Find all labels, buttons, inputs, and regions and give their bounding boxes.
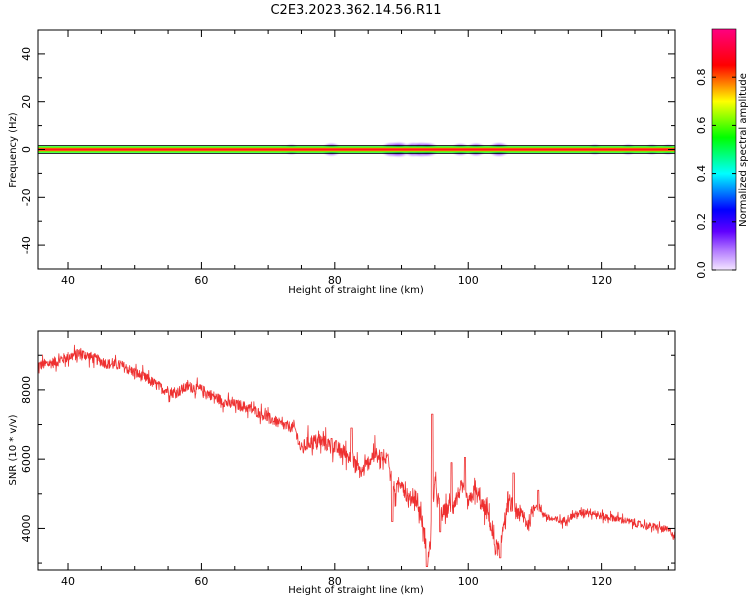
colorbar-frame [711, 28, 737, 271]
snr-xlabel: Height of straight line (km) [288, 585, 424, 596]
colorbar-tick-label: 0.4 [695, 165, 708, 183]
snr-xtick-label: 80 [328, 575, 342, 588]
snr-panel: 40 60 80 100 120 4000 6000 8000 Height of strai… [8, 330, 676, 596]
spectrogram-xtick-label: 60 [194, 274, 208, 287]
snr-ytick-label: 4000 [20, 514, 33, 542]
spectrogram-ylabel: Frequency (Hz) [8, 112, 19, 188]
spectrogram-xtick-label: 100 [458, 274, 479, 287]
snr-plot-area [38, 331, 675, 570]
spectrogram-ytick-label: -40 [20, 236, 33, 254]
snr-xtick-label: 100 [458, 575, 479, 588]
colorbar: 0.0 0.2 0.4 0.6 0.8 Normalized spectral ampl… [695, 28, 749, 279]
spectrogram-ytick-label: 0 [20, 146, 33, 153]
snr-ytick-label: 8000 [20, 376, 33, 404]
spectrogram-panel: 40 60 80 100 120 -40 -20 0 20 40 Height of straig… [8, 29, 676, 296]
snr-ytick-label: 6000 [20, 445, 33, 473]
snr-line [38, 344, 675, 567]
ridge-outline [38, 145, 675, 154]
colorbar-tick-label: 0.6 [695, 117, 708, 134]
colorbar-gradient [712, 29, 736, 270]
spectrogram-xtick-label: 40 [61, 274, 75, 287]
spectrogram-xtick-label: 120 [591, 274, 612, 287]
colorbar-tick-label: 0.2 [695, 213, 708, 231]
spectrogram-ytick-label: 20 [20, 95, 33, 109]
colorbar-label: Normalized spectral amplitude [738, 73, 749, 227]
spectrogram-ytick-label: 40 [20, 47, 33, 61]
snr-xtick-label: 40 [61, 575, 75, 588]
snr-xtick-label: 120 [591, 575, 612, 588]
snr-axes: 40 60 80 100 120 4000 6000 8000 [20, 330, 676, 588]
snr-frame [37, 330, 676, 571]
colorbar-ticks: 0.0 0.2 0.4 0.6 0.8 [695, 28, 737, 279]
ridge-core [38, 148, 675, 151]
spectrogram-xlabel: Height of straight line (km) [288, 285, 424, 296]
spectrogram-xtick-label: 80 [328, 274, 342, 287]
snr-ylabel: SNR (10 * v/v) [8, 414, 19, 485]
spectral-ridge [38, 145, 675, 154]
snr-series [38, 344, 675, 567]
spectrogram-ytick-label: -20 [20, 188, 33, 206]
chart-title: C2E3.2023.362.14.56.R11 [270, 3, 441, 18]
spectrogram-axes: 40 60 80 100 120 -40 -20 0 20 40 [20, 29, 676, 287]
snr-xtick-label: 60 [194, 575, 208, 588]
colorbar-tick-label: 0.0 [695, 261, 708, 279]
colorbar-tick-label: 0.8 [695, 68, 708, 86]
